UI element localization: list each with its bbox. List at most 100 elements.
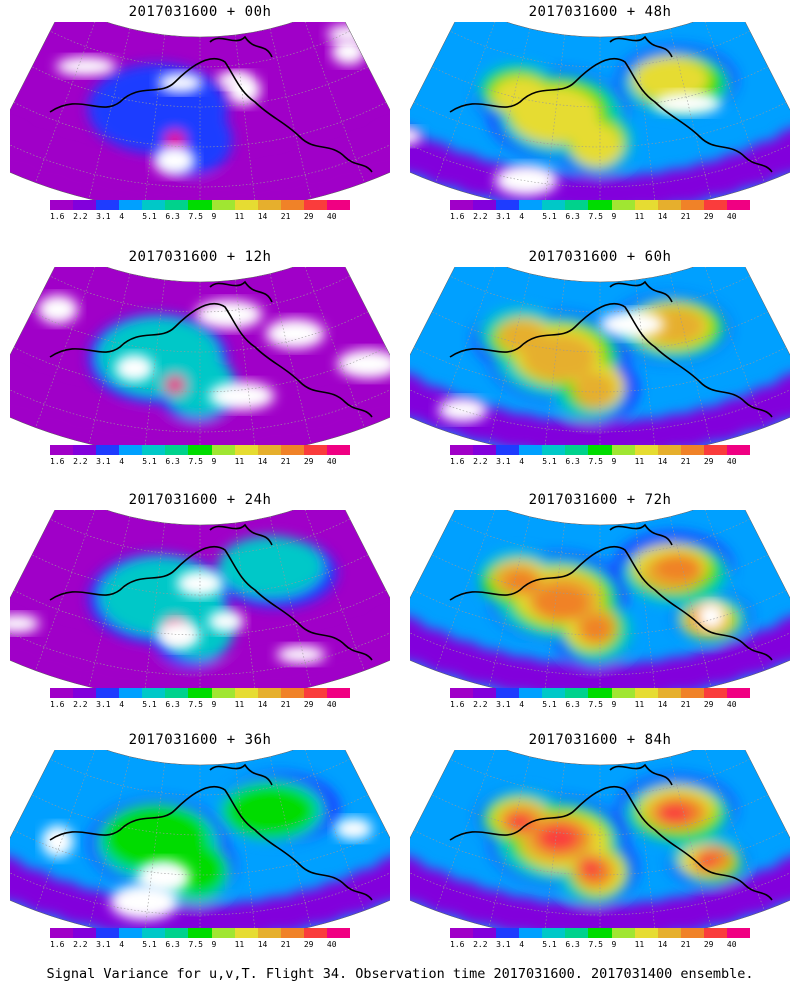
colorbar-segment	[73, 445, 97, 455]
colorbar-segment	[257, 445, 281, 455]
colorbar	[50, 445, 351, 455]
map-panel-12h: 2017031600 + 12h 1.6 2.2 3.1 4 5.1 6.3 7.5 9 11 1…	[10, 245, 390, 490]
colorbar-segment	[657, 445, 681, 455]
colorbar-label: 11	[634, 700, 645, 709]
colorbar-segment	[119, 200, 143, 210]
map-panel-72h: 2017031600 + 72h 1.6 2.2 3.1 4 5.1 6.3 7.5 9 11 1…	[410, 488, 790, 733]
colorbar-segment	[588, 928, 612, 938]
colorbar-segment	[542, 200, 566, 210]
colorbar-label: 21	[680, 940, 691, 949]
variance-map	[10, 510, 390, 698]
colorbar-label: 6.3	[165, 940, 180, 949]
colorbar-segment	[142, 445, 166, 455]
colorbar-label: 14	[257, 457, 268, 466]
colorbar-label: 21	[680, 212, 691, 221]
colorbar-label: 9	[211, 457, 217, 466]
colorbar-label: 1.6	[450, 457, 465, 466]
colorbar-segment	[73, 200, 97, 210]
colorbar-segment	[234, 445, 258, 455]
colorbar-label: 2.2	[473, 457, 488, 466]
colorbar-label: 29	[303, 457, 314, 466]
colorbar-label: 21	[680, 457, 691, 466]
colorbar-label: 14	[657, 940, 668, 949]
colorbar-segment	[519, 928, 543, 938]
colorbar-label: 4	[119, 212, 125, 221]
colorbar-segment	[50, 928, 74, 938]
colorbar-segment	[611, 445, 635, 455]
colorbar-segment	[680, 688, 704, 698]
colorbar-label: 3.1	[96, 457, 111, 466]
colorbar-segment	[680, 928, 704, 938]
map-panel-24h: 2017031600 + 24h 1.6 2.2 3.1 4 5.1 6.3 7.5 9 11 1…	[10, 488, 390, 733]
variance-map	[410, 510, 790, 698]
colorbar-segment	[565, 688, 589, 698]
colorbar-segment	[473, 928, 497, 938]
colorbar-segment	[326, 688, 351, 698]
colorbar-label: 29	[703, 457, 714, 466]
colorbar-label: 4	[519, 940, 525, 949]
colorbar-label: 6.3	[565, 212, 580, 221]
colorbar-segment	[280, 688, 304, 698]
colorbar-segment	[211, 445, 235, 455]
colorbar-label: 3.1	[496, 700, 511, 709]
colorbar-label: 4	[519, 212, 525, 221]
colorbar-segment	[211, 688, 235, 698]
colorbar-label: 40	[726, 212, 737, 221]
colorbar-segment	[450, 200, 474, 210]
colorbar-label: 4	[519, 700, 525, 709]
colorbar-label: 29	[703, 940, 714, 949]
colorbar-segment	[473, 200, 497, 210]
colorbar-segment	[280, 928, 304, 938]
colorbar-label: 1.6	[50, 212, 65, 221]
colorbar-label: 40	[726, 457, 737, 466]
colorbar	[50, 688, 351, 698]
colorbar-label: 14	[257, 700, 268, 709]
colorbar-label: 3.1	[96, 700, 111, 709]
colorbar-segment	[326, 928, 351, 938]
colorbar-label: 2.2	[473, 700, 488, 709]
map-panel-60h: 2017031600 + 60h 1.6 2.2 3.1 4 5.1 6.3 7.5 9 11 1…	[410, 245, 790, 490]
colorbar-segment	[303, 688, 327, 698]
map-panel-48h: 2017031600 + 48h 1.6 2.2 3.1 4 5.1 6.3 7.5 9 11 1…	[410, 0, 790, 245]
colorbar-label: 1.6	[450, 940, 465, 949]
colorbar-segment	[542, 445, 566, 455]
map-panel-00h: 2017031600 + 00h 1.6 2.2 3.1 4 5.1 6.3 7.5 9 11 1…	[10, 0, 390, 245]
variance-map	[410, 22, 790, 210]
colorbar-label: 4	[119, 700, 125, 709]
colorbar-label: 5.1	[142, 212, 157, 221]
colorbar-label: 9	[211, 700, 217, 709]
colorbar-segment	[611, 200, 635, 210]
colorbar-label: 2.2	[73, 212, 88, 221]
colorbar-label: 40	[326, 457, 337, 466]
colorbar-segment	[565, 200, 589, 210]
colorbar-label: 7.5	[588, 212, 603, 221]
panel-title: 2017031600 + 24h	[128, 492, 272, 508]
colorbar-label: 21	[280, 940, 291, 949]
panel-title: 2017031600 + 60h	[528, 249, 672, 265]
variance-map	[410, 750, 790, 938]
colorbar-labels: 1.6 2.2 3.1 4 5.1 6.3 7.5 9 11 14 21 29 40	[50, 700, 350, 710]
panel-title: 2017031600 + 84h	[528, 732, 672, 748]
colorbar-label: 9	[611, 700, 617, 709]
colorbar-segment	[703, 445, 727, 455]
colorbar-label: 4	[119, 457, 125, 466]
colorbar-label: 21	[280, 700, 291, 709]
colorbar-segment	[680, 200, 704, 210]
panel-title: 2017031600 + 12h	[128, 249, 272, 265]
colorbar-label: 1.6	[50, 940, 65, 949]
colorbar-labels: 1.6 2.2 3.1 4 5.1 6.3 7.5 9 11 14 21 29 40	[50, 457, 350, 467]
colorbar-label: 11	[634, 940, 645, 949]
colorbar-segment	[280, 200, 304, 210]
panel-title: 2017031600 + 48h	[528, 4, 672, 20]
colorbar-segment	[726, 200, 751, 210]
colorbar-label: 7.5	[188, 457, 203, 466]
colorbar-segment	[188, 688, 212, 698]
colorbar-label: 11	[234, 457, 245, 466]
colorbar-segment	[726, 445, 751, 455]
colorbar-segment	[657, 928, 681, 938]
colorbar-label: 5.1	[542, 212, 557, 221]
colorbar-label: 9	[211, 212, 217, 221]
colorbar-segment	[611, 688, 635, 698]
colorbar-segment	[303, 445, 327, 455]
panel-title: 2017031600 + 72h	[528, 492, 672, 508]
